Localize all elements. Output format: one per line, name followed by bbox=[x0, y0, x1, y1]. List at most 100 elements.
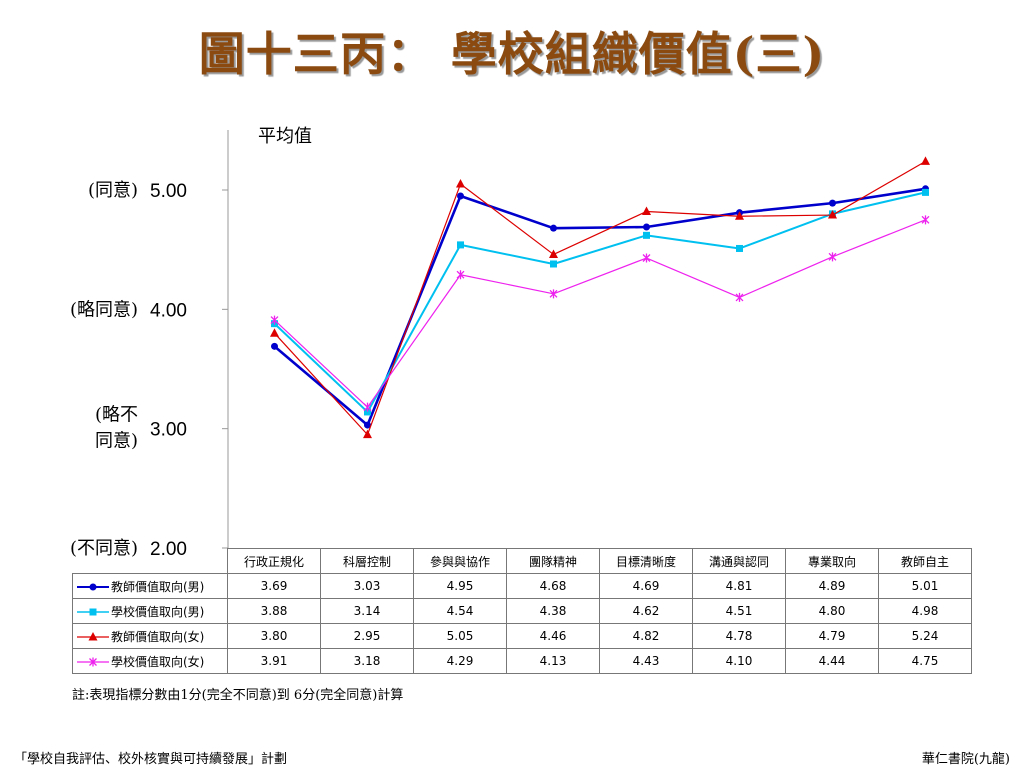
category-header: 行政正規化 bbox=[227, 548, 321, 574]
legend-entry: 學校價值取向(男) bbox=[72, 598, 228, 624]
data-point bbox=[549, 289, 558, 299]
data-value-cell: 4.69 bbox=[599, 573, 693, 599]
category-header: 溝通與認同 bbox=[692, 548, 786, 574]
data-point bbox=[735, 292, 744, 302]
y-tick-description: (略同意) bbox=[70, 299, 138, 320]
data-point bbox=[828, 252, 837, 262]
data-value-cell: 3.88 bbox=[227, 598, 321, 624]
legend-swatch bbox=[77, 583, 109, 591]
data-value-cell: 3.91 bbox=[227, 648, 321, 674]
data-point bbox=[642, 253, 651, 263]
table-row: 學校價值取向(女) 3.91 3.18 4.29 4.13 4.43 4.10 4.44 4.7… bbox=[72, 648, 972, 674]
legend-entry: 教師價值取向(女) bbox=[72, 623, 228, 649]
data-value-cell: 3.80 bbox=[227, 623, 321, 649]
data-value-cell: 4.95 bbox=[413, 573, 507, 599]
data-value-cell: 4.89 bbox=[785, 573, 879, 599]
data-value-cell: 4.82 bbox=[599, 623, 693, 649]
data-point bbox=[642, 206, 651, 215]
series-2 bbox=[271, 188, 929, 416]
data-point bbox=[828, 210, 837, 219]
category-header: 團隊精神 bbox=[506, 548, 600, 574]
data-value-cell: 4.54 bbox=[413, 598, 507, 624]
data-point bbox=[457, 192, 464, 200]
table-header-row: 行政正規化 科層控制 參與與協作 團隊精神 目標清晰度 溝通與認同 專業取向 教師自主 bbox=[72, 548, 972, 574]
y-tick-description: (同意) bbox=[88, 180, 138, 201]
y-tick-description: (略不 bbox=[95, 405, 138, 426]
data-value-cell: 4.44 bbox=[785, 648, 879, 674]
data-value-cell: 4.75 bbox=[878, 648, 972, 674]
data-value-cell: 4.38 bbox=[506, 598, 600, 624]
data-point bbox=[921, 156, 930, 165]
legend-label: 教師價值取向(男) bbox=[111, 579, 205, 594]
y-axis-label: 平均值 bbox=[258, 126, 312, 147]
data-point bbox=[364, 421, 371, 429]
data-point bbox=[550, 224, 557, 232]
data-value-cell: 4.62 bbox=[599, 598, 693, 624]
data-point bbox=[88, 632, 98, 641]
data-point bbox=[89, 657, 97, 667]
data-point bbox=[921, 215, 930, 225]
series-line bbox=[273, 187, 926, 427]
data-point bbox=[643, 231, 650, 239]
plot-area bbox=[270, 156, 930, 439]
data-point bbox=[89, 608, 97, 616]
table-row: 學校價值取向(男) 3.88 3.14 4.54 4.38 4.62 4.51 4.80 4.9… bbox=[72, 598, 972, 624]
legend-swatch bbox=[77, 657, 109, 667]
table-corner bbox=[72, 548, 228, 574]
data-point bbox=[456, 179, 465, 188]
data-value-cell: 3.69 bbox=[227, 573, 321, 599]
data-value-cell: 4.81 bbox=[692, 573, 786, 599]
series-1 bbox=[271, 185, 929, 429]
table-row: 教師價值取向(男) 3.69 3.03 4.95 4.68 4.69 4.81 4.89 5.0… bbox=[72, 573, 972, 599]
data-value-cell: 4.98 bbox=[878, 598, 972, 624]
data-value-cell: 5.24 bbox=[878, 623, 972, 649]
series-3 bbox=[270, 156, 930, 439]
data-point bbox=[363, 402, 372, 412]
data-point bbox=[736, 244, 743, 252]
legend-label: 學校價值取向(男) bbox=[111, 604, 205, 619]
y-tick-description: 同意) bbox=[95, 431, 138, 452]
category-header: 教師自主 bbox=[878, 548, 972, 574]
data-point bbox=[89, 583, 97, 591]
category-header: 科層控制 bbox=[320, 548, 414, 574]
footnote: 註:表現指標分數由1分(完全不同意)到 6分(完全同意)計算 bbox=[72, 688, 404, 703]
data-point bbox=[549, 249, 558, 258]
data-value-cell: 4.78 bbox=[692, 623, 786, 649]
y-tick-label: 4.00 bbox=[150, 300, 187, 321]
data-value-cell: 4.68 bbox=[506, 573, 600, 599]
category-header: 專業取向 bbox=[785, 548, 879, 574]
data-point bbox=[271, 342, 278, 350]
series-line bbox=[273, 191, 926, 413]
series-4 bbox=[270, 215, 930, 412]
data-value-cell: 4.46 bbox=[506, 623, 600, 649]
footer-school: 華仁書院(九龍) bbox=[921, 752, 1010, 767]
y-tick-label: 5.00 bbox=[150, 181, 187, 202]
data-value-cell: 4.43 bbox=[599, 648, 693, 674]
data-value-cell: 2.95 bbox=[320, 623, 414, 649]
table-row: 教師價值取向(女) 3.80 2.95 5.05 4.46 4.82 4.78 4.79 5.2… bbox=[72, 623, 972, 649]
data-point bbox=[922, 188, 929, 196]
data-value-cell: 4.51 bbox=[692, 598, 786, 624]
data-point bbox=[550, 260, 557, 268]
footer-project: 「學校自我評估、校外核實與可持續發展」計劃 bbox=[14, 752, 288, 767]
page-title: 圖十三丙： 學校組織價值(三) bbox=[198, 27, 826, 81]
data-point bbox=[457, 241, 464, 249]
data-point bbox=[456, 270, 465, 280]
category-header: 目標清晰度 bbox=[599, 548, 693, 574]
data-value-cell: 3.18 bbox=[320, 648, 414, 674]
data-value-cell: 4.80 bbox=[785, 598, 879, 624]
series-line bbox=[274, 219, 926, 408]
series-line bbox=[274, 160, 926, 436]
data-point bbox=[735, 211, 744, 220]
data-value-cell: 3.14 bbox=[320, 598, 414, 624]
y-tick-label: 3.00 bbox=[150, 420, 187, 441]
data-point bbox=[270, 328, 279, 337]
legend-swatch bbox=[77, 632, 109, 641]
legend-label: 教師價值取向(女) bbox=[111, 629, 205, 644]
legend-entry: 學校價值取向(女) bbox=[72, 648, 228, 674]
data-value-cell: 4.10 bbox=[692, 648, 786, 674]
data-table: 行政正規化 科層控制 參與與協作 團隊精神 目標清晰度 溝通與認同 專業取向 教師自主 教師價… bbox=[72, 548, 972, 674]
data-point bbox=[829, 199, 836, 207]
data-point bbox=[270, 315, 279, 325]
